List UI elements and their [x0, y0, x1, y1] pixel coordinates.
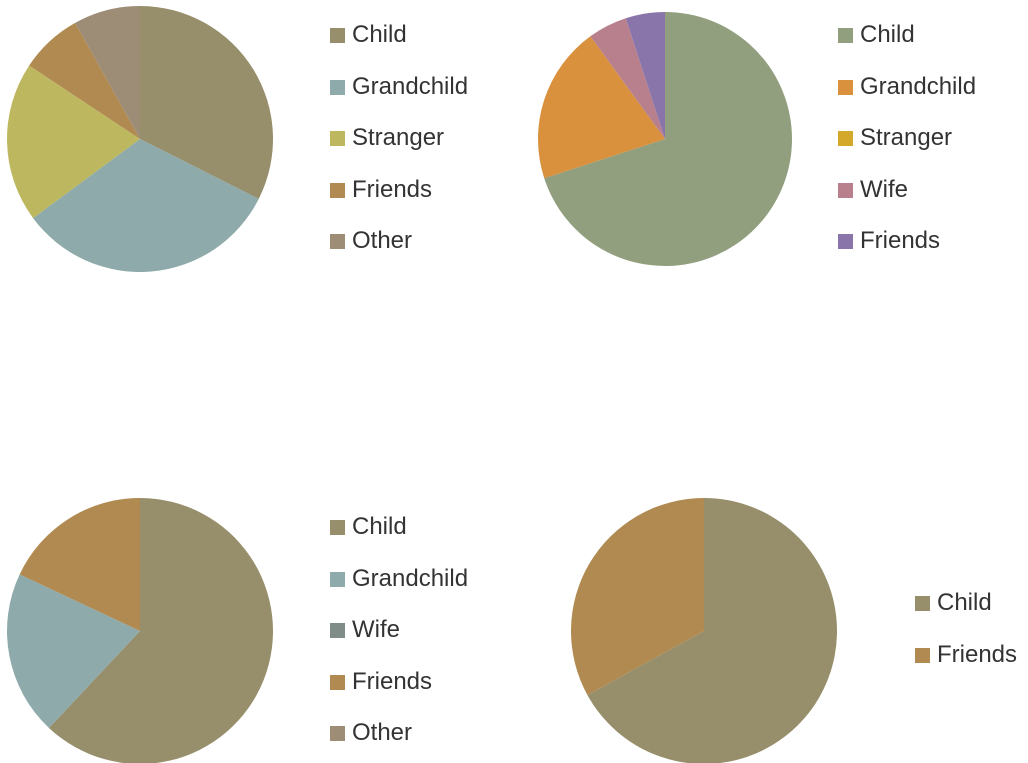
- pie-2-slice-child: [544, 12, 792, 266]
- legend-label: Wife: [352, 616, 400, 643]
- legend-swatch: [330, 79, 345, 95]
- legend-label: Child: [860, 21, 915, 48]
- legend-label: Friends: [352, 175, 433, 203]
- pie-2-plot: [538, 12, 792, 266]
- legend-swatch: [330, 520, 345, 535]
- legend-swatch: [330, 28, 345, 43]
- legend-swatch: [838, 79, 853, 95]
- pie-3-slice-friends: [19, 498, 140, 631]
- pie-4-slice-child: [587, 498, 838, 763]
- pie-chart-1: Child Grandchild Stranger Friends Other: [0, 0, 500, 290]
- legend-label: Grandchild: [352, 72, 469, 100]
- legend-label: Stranger: [860, 124, 953, 151]
- legend-swatch: [838, 182, 853, 198]
- pie-chart-4: Child Friends: [560, 480, 1028, 763]
- pie-3-slice-grandchild: [7, 574, 141, 728]
- legend-swatch: [915, 596, 930, 611]
- pie-1-plot: [7, 6, 273, 272]
- pie-1-slice-child: [140, 6, 273, 199]
- legend-label: Grandchild: [860, 72, 977, 100]
- legend-label: Other: [352, 227, 413, 254]
- pie-4-slice-friends: [571, 498, 704, 696]
- legend-swatch: [838, 28, 853, 43]
- legend-label: Friends: [352, 667, 433, 695]
- pie-chart-3: Child Grandchild Wife Friends Other: [0, 480, 500, 763]
- legend-swatch: [330, 182, 345, 198]
- pie-1-slice-friends: [29, 22, 140, 140]
- legend-swatch: [838, 234, 853, 249]
- legend-swatch: [838, 131, 853, 146]
- pie-3-plot: [7, 498, 273, 763]
- legend-label: Grandchild: [352, 564, 469, 592]
- legend-label: Friends: [860, 227, 941, 254]
- legend-swatch: [330, 571, 345, 587]
- legend-swatch: [330, 131, 345, 146]
- legend-label: Wife: [860, 175, 908, 203]
- pie-2-slice-wife: [590, 18, 665, 140]
- pie-1-slice-grandchild: [33, 139, 259, 272]
- legend-swatch: [330, 674, 345, 690]
- pie-1-slice-other: [75, 6, 140, 139]
- legend-label: Other: [352, 719, 413, 746]
- legend-label: Child: [352, 513, 407, 540]
- pie-4-plot: [571, 498, 838, 763]
- legend-swatch: [330, 623, 345, 638]
- pie-3-slice-child: [48, 498, 273, 763]
- legend-label: Friends: [937, 640, 1018, 668]
- legend-label: Stranger: [352, 124, 445, 151]
- legend-swatch: [330, 726, 345, 741]
- pie-2-slice-friends: [625, 12, 665, 139]
- legend-label: Child: [352, 21, 407, 48]
- legend-label: Child: [937, 589, 992, 616]
- legend-swatch: [915, 647, 930, 663]
- legend-swatch: [330, 234, 345, 249]
- pie-chart-2: Child Grandchild Stranger Wife Friends: [510, 0, 1028, 290]
- pie-1-slice-stranger: [7, 65, 141, 219]
- pie-2-slice-grandchild: [538, 36, 665, 179]
